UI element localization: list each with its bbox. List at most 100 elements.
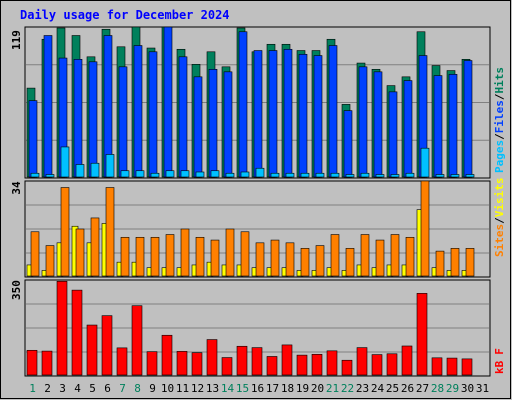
panel-mid-bars xyxy=(26,180,475,277)
bar-kbytes xyxy=(131,305,143,376)
bar-pages xyxy=(435,174,445,178)
x-tick-label: 4 xyxy=(74,382,81,395)
legend-f: F xyxy=(493,348,506,355)
bar-sites xyxy=(375,239,385,277)
x-tick-label: 6 xyxy=(104,382,111,395)
bar-kbytes xyxy=(461,358,473,376)
x-tick-label: 21 xyxy=(326,382,339,395)
x-tick-label: 9 xyxy=(149,382,156,395)
bar-kbytes xyxy=(101,315,113,376)
bar-pages xyxy=(285,172,295,178)
x-tick-label: 7 xyxy=(119,382,126,395)
x-tick-label: 13 xyxy=(206,382,219,395)
bar-files xyxy=(313,55,323,178)
bar-files xyxy=(403,80,413,178)
bar-sites xyxy=(60,187,70,277)
x-tick-label: 12 xyxy=(191,382,204,395)
bar-kbytes xyxy=(341,359,353,376)
bar-sites xyxy=(165,234,175,277)
bar-sites xyxy=(255,242,265,277)
bar-sites xyxy=(285,242,295,277)
x-tick-label: 27 xyxy=(416,382,429,395)
bar-kbytes xyxy=(56,280,68,376)
bar-sites xyxy=(450,248,460,277)
x-tick-label: 14 xyxy=(221,382,235,395)
bar-pages xyxy=(195,171,205,178)
bar-kbytes xyxy=(221,357,233,376)
svg-text:Pages/Files/Hits: Pages/Files/Hits xyxy=(493,67,506,173)
bar-pages xyxy=(30,172,40,178)
bar-kbytes xyxy=(26,349,38,376)
panel-top-bars xyxy=(26,26,475,178)
bar-pages xyxy=(240,171,250,178)
bar-files xyxy=(283,48,293,178)
bar-pages xyxy=(75,164,85,178)
bar-sites xyxy=(405,236,415,277)
legend-bot: kB F xyxy=(493,348,506,374)
bar-sites xyxy=(30,231,40,277)
bar-kbytes xyxy=(176,351,188,376)
panel-bot-frame xyxy=(24,279,491,377)
legend-sep-2: / xyxy=(493,93,506,100)
x-tick-label: 22 xyxy=(341,382,354,395)
x-tick-label: 18 xyxy=(281,382,294,395)
bar-sites xyxy=(210,239,220,277)
x-tick-label: 1 xyxy=(29,382,36,395)
bar-files xyxy=(343,110,353,178)
bar-pages xyxy=(120,170,130,178)
bar-files xyxy=(148,51,158,178)
bar-pages xyxy=(330,172,340,178)
bar-sites xyxy=(120,236,130,277)
bar-sites xyxy=(75,228,85,277)
x-tick-label: 19 xyxy=(296,382,309,395)
bar-pages xyxy=(225,172,235,178)
legend-sep-3: / xyxy=(493,217,506,224)
bar-files xyxy=(223,71,233,178)
x-tick-label: 28 xyxy=(431,382,444,395)
bar-files xyxy=(43,35,53,178)
bar-kbytes xyxy=(236,345,248,376)
bar-files xyxy=(448,74,458,178)
bar-kbytes xyxy=(296,354,308,376)
bar-pages xyxy=(390,174,400,178)
x-tick-label: 26 xyxy=(401,382,414,395)
bar-pages xyxy=(360,172,370,178)
x-tick-label: 15 xyxy=(236,382,249,395)
panel-top-ymax-label: 119 xyxy=(10,30,23,50)
bar-sites xyxy=(45,245,55,277)
bar-pages xyxy=(165,170,175,178)
bar-sites xyxy=(180,228,190,277)
bar-sites xyxy=(195,236,205,277)
bar-files xyxy=(118,66,128,178)
bar-files xyxy=(298,53,308,178)
x-tick-label: 30 xyxy=(461,382,474,395)
bar-sites xyxy=(135,236,145,277)
bar-sites xyxy=(240,231,250,277)
x-tick-label: 10 xyxy=(161,382,174,395)
bar-files xyxy=(253,50,263,178)
bar-sites xyxy=(300,248,310,277)
bar-kbytes xyxy=(116,347,128,376)
bar-files xyxy=(358,66,368,178)
bar-kbytes xyxy=(326,350,338,376)
bar-pages xyxy=(90,162,100,178)
bar-kbytes xyxy=(446,357,458,376)
bar-sites xyxy=(150,236,160,277)
bar-pages xyxy=(150,172,160,178)
legend-top: Pages/Files/Hits xyxy=(493,67,506,173)
bar-files xyxy=(193,76,203,178)
bar-pages xyxy=(60,146,70,178)
x-tick-label: 8 xyxy=(134,382,141,395)
x-tick-label: 16 xyxy=(251,382,264,395)
bar-files xyxy=(373,71,383,178)
x-tick-label: 20 xyxy=(311,382,324,395)
bar-kbytes xyxy=(416,293,428,376)
bar-kbytes xyxy=(311,354,323,376)
chart-title: Daily usage for December 2024 xyxy=(20,8,230,22)
bar-kbytes xyxy=(41,350,53,376)
panel-top: 119 Pages/Files/Hits xyxy=(10,26,506,179)
bar-kbytes xyxy=(266,356,278,376)
bar-sites xyxy=(465,248,475,277)
bar-pages xyxy=(465,174,475,178)
